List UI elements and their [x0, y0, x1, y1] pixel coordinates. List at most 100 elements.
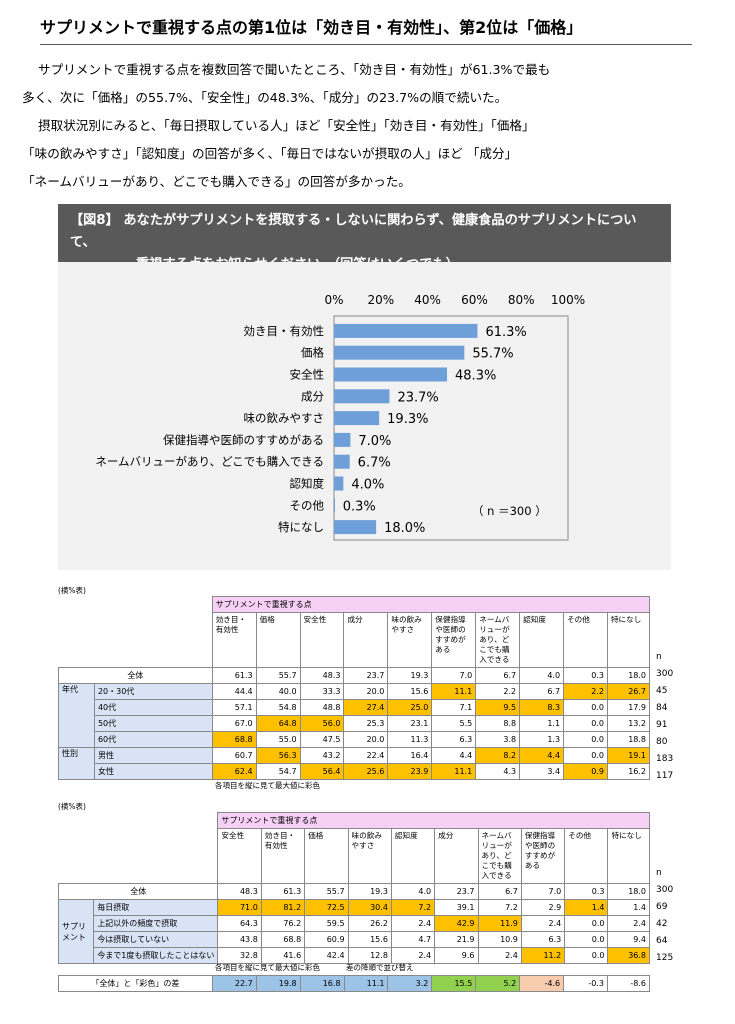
table-cell: 0.9 [563, 763, 608, 780]
table-by-demographics: サプリメントで重視する点 効き目・有効性 価格 安全性 成分 味の飲みやすさ 保健指導や医師… [58, 596, 651, 780]
table-cell: 18.8 [606, 731, 651, 748]
group-header: サプリメントで重視する点 [211, 596, 651, 613]
table-row: 50代 67.0 64.8 56.0 25.3 23.1 5.5 8.8 1.1 0.0 13.2 [59, 715, 651, 732]
table2-diff-row: 「全体」と「彩色」の差 22.7 19.8 16.8 11.1 3.2 15.5 5.2 -4.… [58, 975, 650, 992]
table-cell: 9.6 [434, 947, 479, 964]
table-row: 今まで1度も摂取したことはない 32.8 41.6 42.4 12.8 2.4 9.6 2.4… [59, 947, 650, 964]
table-cell: 56.3 [255, 747, 301, 764]
table-cell: 2.4 [520, 915, 566, 932]
x-tick-label: 20% [367, 293, 394, 307]
table-cell: 6.7 [519, 683, 565, 700]
table-cell: 0.0 [564, 915, 609, 932]
table-cell: 54.8 [255, 699, 301, 716]
table-cell: 9.5 [475, 699, 521, 716]
blank-cell [59, 613, 213, 668]
table-cell: 76.2 [260, 915, 306, 932]
x-tick-label: 60% [461, 293, 488, 307]
row-label: 20・30代 [93, 683, 213, 700]
table-cell: 43.2 [299, 747, 345, 764]
data-label: 7.0% [358, 434, 391, 449]
n-value: 42 [656, 919, 668, 929]
data-label: 0.3% [343, 499, 376, 514]
table-cell: 26.7 [606, 683, 651, 700]
bar [334, 520, 377, 535]
table-cell: 56.0 [299, 715, 345, 732]
table-cell: 60.9 [304, 931, 349, 948]
table-cell: 11.9 [477, 915, 522, 932]
table-cell: 20.0 [343, 683, 389, 700]
table-cell: 19.3 [387, 667, 433, 684]
table-row: 上記以外の頻度で摂取 64.3 76.2 59.5 26.2 2.4 42.9 11.9 2.4… [59, 915, 650, 932]
table-cell: 4.3 [475, 763, 521, 780]
row-label: 50代 [93, 715, 213, 732]
table-cell: 56.4 [299, 763, 345, 780]
category-label: 効き目・有効性 [244, 324, 325, 338]
table-cell: 16.2 [606, 763, 651, 780]
table-cell: 48.3 [299, 667, 345, 684]
table-cell: 23.7 [343, 667, 389, 684]
diff-cell: 19.8 [255, 975, 301, 992]
table-cell: 3.8 [475, 731, 521, 748]
table-cell: 5.5 [431, 715, 477, 732]
bar [334, 345, 465, 360]
column-header: 価格 [255, 612, 301, 668]
table-cell: 0.0 [563, 699, 608, 716]
bar [334, 323, 478, 338]
data-label: 55.7% [472, 347, 513, 362]
table-cell: 18.0 [607, 883, 650, 900]
table-cell: 16.4 [387, 747, 433, 764]
data-label: 23.7% [397, 390, 438, 405]
table-cell: 3.4 [519, 763, 565, 780]
column-header: その他 [563, 612, 608, 668]
n-value: 45 [656, 686, 668, 696]
table-cell: 7.2 [390, 899, 436, 916]
table-cell: 72.5 [304, 899, 349, 916]
bar [334, 432, 351, 447]
table2-note: 各項目を縦に見て最大値に彩色 [215, 963, 320, 972]
table1-n-column: n 300 45 84 91 80 183 117 [656, 649, 673, 785]
column-header: 認知度 [519, 612, 565, 668]
table-cell: 19.3 [347, 883, 392, 900]
table-cell: 25.3 [343, 715, 389, 732]
diff-cell: 3.2 [387, 975, 433, 992]
figure-heading: 【図8】 あなたがサプリメントを摂取する・しないに関わらず、健康食品のサプリメン… [58, 204, 671, 272]
table-cell: 11.3 [387, 731, 433, 748]
x-tick-label: 100% [551, 293, 585, 307]
diff-cell: -0.3 [563, 975, 608, 992]
n-value: 69 [656, 902, 668, 912]
paragraph-line: 摂取状況別にみると、「毎日摂取している人」ほど「安全性」「効き目・有効性」「価格… [38, 118, 535, 133]
table-cell: 2.2 [563, 683, 608, 700]
data-label: 18.0% [384, 521, 425, 536]
table-cell: 13.2 [606, 715, 651, 732]
diff-label: 「全体」と「彩色」の差 [58, 975, 213, 992]
n-header: n [656, 652, 662, 662]
table-cell: 11.2 [520, 947, 566, 964]
table-cell: 2.4 [477, 947, 522, 964]
table-cell: 15.6 [347, 931, 392, 948]
data-label: 19.3% [387, 412, 428, 427]
table-row: サプリメント 毎日摂取 71.0 81.2 72.5 30.4 7.2 39.1 7.2 2.9 1… [57, 899, 650, 964]
table2-unit: (横%表) [58, 802, 86, 811]
table-cell: 68.8 [260, 931, 306, 948]
column-header: 味の飲みやすさ [387, 612, 433, 668]
column-header: 保健指導や医師のすすめがある [431, 612, 477, 668]
paragraph-line: 「味の飲みやすさ」「認知度」の回答が多く、「毎日ではないが摂取の人」ほど 「成分… [22, 146, 518, 161]
table-cell: 62.4 [211, 763, 257, 780]
table-cell: 59.5 [304, 915, 349, 932]
table-cell: 7.2 [477, 899, 522, 916]
table-row: 年代 20・30代 44.4 40.0 33.3 20.0 15.6 11.1 2.2 6.7 2.… [58, 683, 651, 748]
table-cell: 4.7 [390, 931, 436, 948]
data-label: 6.7% [358, 456, 391, 471]
table-cell: 1.3 [519, 731, 565, 748]
table-cell: 11.1 [431, 683, 477, 700]
row-label: 全体 [58, 667, 213, 684]
table-cell: 11.1 [431, 763, 477, 780]
diff-row: 「全体」と「彩色」の差 22.7 19.8 16.8 11.1 3.2 15.5 5.2 -4.… [58, 975, 650, 992]
diff-cell: 16.8 [299, 975, 345, 992]
diff-cell: 5.2 [475, 975, 521, 992]
table-cell: 33.3 [299, 683, 345, 700]
table-cell: 20.0 [343, 731, 389, 748]
table-cell: 2.4 [390, 915, 436, 932]
bar [334, 411, 380, 426]
category-label: ネームバリューがあり、どこでも購入できる [95, 455, 324, 469]
